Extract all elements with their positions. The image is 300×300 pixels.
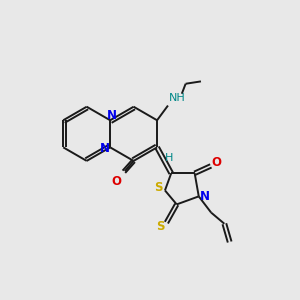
Text: N: N [200,190,210,203]
Text: S: S [154,181,163,194]
Text: O: O [212,157,222,169]
Text: O: O [112,175,122,188]
Text: H: H [165,153,174,163]
Text: N: N [106,109,117,122]
Text: S: S [156,220,165,233]
Text: N: N [100,142,110,155]
Text: NH: NH [168,93,185,103]
